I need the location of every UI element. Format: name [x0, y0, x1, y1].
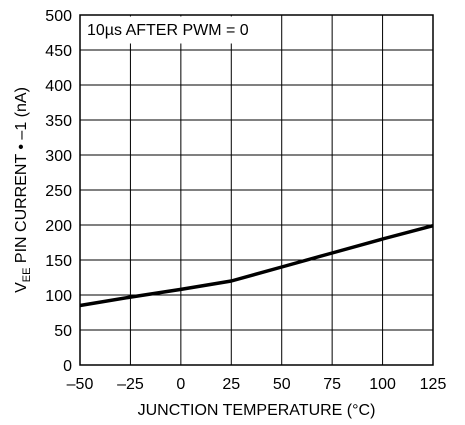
y-axis-label-subscript: EE: [21, 268, 33, 283]
y-tick-label: 500: [45, 8, 72, 25]
annotation-background: [81, 16, 256, 44]
y-tick-label: 200: [45, 218, 72, 235]
y-tick-label: 50: [54, 323, 72, 340]
y-tick-label: 100: [45, 288, 72, 305]
y-tick-label: 350: [45, 113, 72, 130]
x-tick-label: 0: [176, 376, 185, 393]
x-tick-label: –25: [117, 376, 144, 393]
x-tick-label: –50: [67, 376, 94, 393]
y-tick-labels: 0 50 100 150 200 250 300 350 400 450 500: [45, 8, 72, 375]
y-axis-label: VEE PIN CURRENT • –1 (nA): [13, 87, 33, 293]
x-axis-label: JUNCTION TEMPERATURE (°C): [138, 402, 376, 419]
series-line-0: [79, 224, 434, 308]
x-tick-label: 100: [369, 376, 396, 393]
y-tick-label: 300: [45, 148, 72, 165]
x-tick-label: 25: [222, 376, 240, 393]
plot-frame: [79, 14, 434, 366]
y-tick-label: 400: [45, 78, 72, 95]
y-tick-label: 450: [45, 43, 72, 60]
y-axis-label-prefix: V: [13, 282, 30, 293]
y-tick-label: 150: [45, 253, 72, 270]
y-tick-label: 250: [45, 183, 72, 200]
series-layer: [79, 224, 434, 308]
y-axis-label-suffix: PIN CURRENT • –1 (nA): [13, 87, 30, 267]
chart-annotation: 10µs AFTER PWM = 0: [87, 22, 249, 39]
grid: [79, 14, 434, 366]
x-tick-label: 75: [323, 376, 341, 393]
y-tick-label: 0: [63, 358, 72, 375]
x-tick-label: 50: [273, 376, 291, 393]
x-tick-label: 125: [420, 376, 447, 393]
x-tick-labels: –50 –25 0 25 50 75 100 125: [67, 376, 447, 393]
